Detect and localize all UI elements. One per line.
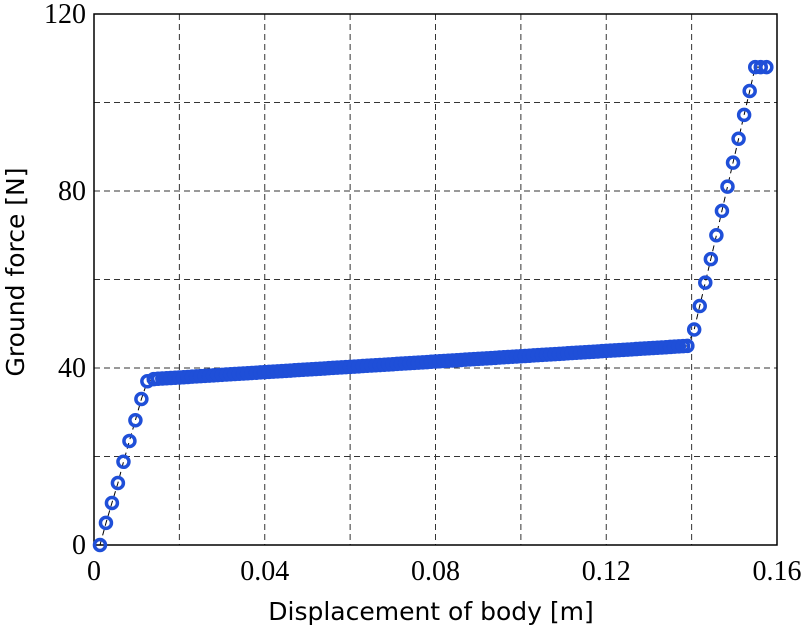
data-point (698, 275, 713, 290)
data-markers (92, 59, 774, 553)
data-point (714, 203, 730, 219)
y-tick-label: 120 (44, 0, 86, 30)
data-point (703, 251, 719, 267)
data-point (128, 412, 143, 428)
x-tick-label: 0.12 (582, 556, 631, 587)
data-point (116, 454, 131, 470)
x-axis-label: Displacement of body [m] (268, 597, 594, 626)
x-tick-label: 0.16 (753, 556, 802, 587)
data-point (134, 391, 149, 407)
data-point (709, 228, 724, 243)
grid-lines (94, 14, 777, 545)
data-point (731, 131, 746, 147)
data-point (720, 179, 735, 194)
y-tick-label: 40 (58, 353, 86, 384)
x-tick-label: 0 (87, 556, 101, 587)
y-tick-label: 0 (72, 530, 86, 561)
y-tick-label: 80 (58, 176, 86, 207)
x-tick-label: 0.04 (240, 556, 289, 587)
data-point (98, 515, 114, 531)
x-tick-label: 0.08 (411, 556, 460, 587)
y-axis-label: Ground force [N] (1, 167, 30, 376)
data-point (110, 475, 126, 491)
data-point (742, 83, 757, 99)
series-connecting-line (99, 66, 767, 546)
data-point (92, 537, 108, 553)
data-point (753, 59, 769, 75)
data-point (725, 155, 741, 170)
data-point (680, 338, 695, 354)
data-point (692, 298, 707, 314)
data-point (686, 322, 702, 337)
data-point (759, 59, 774, 75)
plot-frame (93, 13, 778, 546)
data-point (736, 107, 752, 123)
tick-labels: 0 0.04 0.08 0.12 0.16 0 40 80 120 (44, 0, 802, 587)
data-point (122, 433, 137, 449)
data-point (104, 495, 120, 511)
